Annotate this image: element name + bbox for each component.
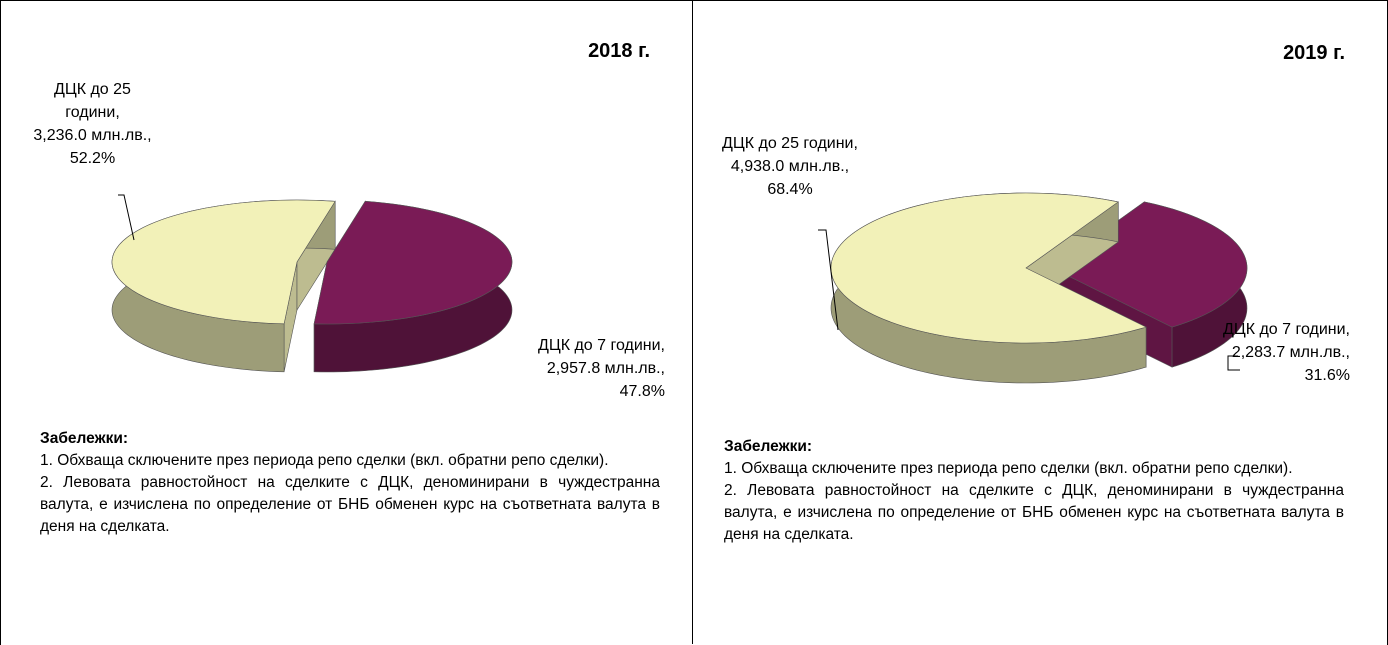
data-label: ДЦК до 7 години, 2,957.8 млн.лв., 47.8% bbox=[465, 334, 665, 403]
notes-title: Забележки: bbox=[40, 430, 129, 447]
category-label: ДЦК до 7 години, bbox=[538, 337, 665, 354]
value-label: 4,938.0 млн.лв., bbox=[730, 158, 850, 175]
leader-line bbox=[818, 229, 839, 331]
divider bbox=[692, 0, 693, 644]
pie-slice bbox=[830, 192, 1147, 384]
percent-label: 68.4% bbox=[767, 181, 813, 198]
note: 2. Левовата равностойност на сделките с … bbox=[724, 482, 1344, 543]
note: 2. Левовата равностойност на сделките с … bbox=[40, 474, 660, 535]
percent-label: 52.2% bbox=[69, 150, 116, 167]
value-label: 2,283.7 млн.лв., bbox=[1231, 344, 1350, 361]
leader-line bbox=[118, 194, 135, 241]
notes: Забележки: 1. Обхваща сключените през пер… bbox=[40, 428, 660, 538]
notes: Забележки: 1. Обхваща сключените през пер… bbox=[724, 436, 1344, 546]
data-label: ДЦК до 25 години, 3,236.0 млн.лв., 52.2% bbox=[25, 78, 160, 170]
slice-top bbox=[313, 201, 513, 325]
value-label: 3,236.0 млн.лв., bbox=[33, 127, 152, 144]
note: 1. Обхваща сключените през периода репо … bbox=[724, 460, 1293, 477]
slice-top bbox=[111, 199, 336, 325]
note: 1. Обхваща сключените през периода репо … bbox=[40, 452, 609, 469]
pie-slice bbox=[111, 199, 336, 373]
data-label: ДЦК до 25 години, 4,938.0 млн.лв., 68.4% bbox=[700, 132, 880, 201]
notes-title: Забележки: bbox=[724, 438, 813, 455]
category-label: ДЦК до 25 години, bbox=[722, 135, 858, 152]
chart-title: 2019 г. bbox=[1283, 42, 1345, 64]
category-label: ДЦК до 25 години, bbox=[54, 81, 131, 121]
leader-line bbox=[1227, 355, 1240, 371]
value-label: 2,957.8 млн.лв., bbox=[546, 360, 665, 377]
pie-slice bbox=[313, 200, 513, 373]
category-label: ДЦК до 7 години, bbox=[1223, 321, 1350, 338]
percent-label: 31.6% bbox=[1304, 367, 1350, 384]
chart-title: 2018 г. bbox=[588, 40, 650, 62]
percent-label: 47.8% bbox=[619, 383, 665, 400]
data-label: ДЦК до 7 години, 2,283.7 млн.лв., 31.6% bbox=[1150, 318, 1350, 387]
